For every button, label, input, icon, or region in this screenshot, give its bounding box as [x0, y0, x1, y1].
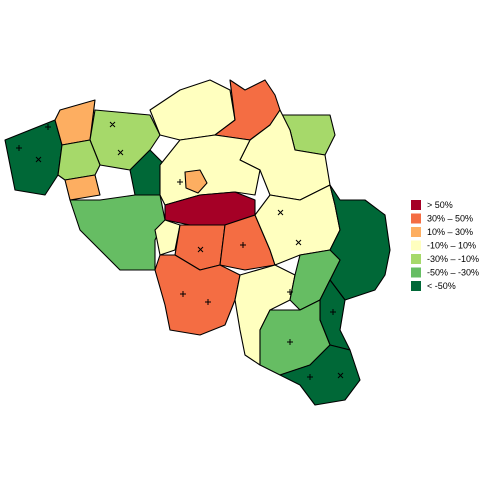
legend-swatch — [411, 281, 421, 291]
region — [184, 169, 208, 194]
legend-swatch — [411, 240, 421, 251]
region — [69, 194, 166, 271]
legend: > 50% 30% – 50% 10% – 30% -10% – 10% -30% – … — [411, 200, 479, 291]
legend-swatch — [411, 267, 421, 278]
region — [54, 99, 96, 146]
legend-swatch — [411, 200, 421, 210]
legend-swatch — [411, 254, 421, 264]
region — [279, 344, 361, 406]
legend-label: 10% – 30% — [427, 227, 473, 237]
legend-swatch — [411, 213, 421, 224]
region — [329, 184, 391, 301]
legend-swatch — [411, 227, 421, 237]
legend-label: < -50% — [427, 281, 456, 291]
legend-label: -50% – -30% — [427, 267, 479, 277]
region — [64, 174, 101, 201]
region — [159, 134, 261, 206]
region — [154, 254, 241, 336]
region — [4, 119, 63, 196]
legend-label: -30% – -10% — [427, 254, 479, 264]
significance-markers — [16, 121, 344, 380]
legend-label: > 50% — [427, 200, 453, 210]
legend-label: 30% – 50% — [427, 213, 473, 223]
legend-label: -10% – 10% — [427, 240, 476, 250]
regions — [4, 79, 391, 406]
region — [259, 299, 331, 376]
